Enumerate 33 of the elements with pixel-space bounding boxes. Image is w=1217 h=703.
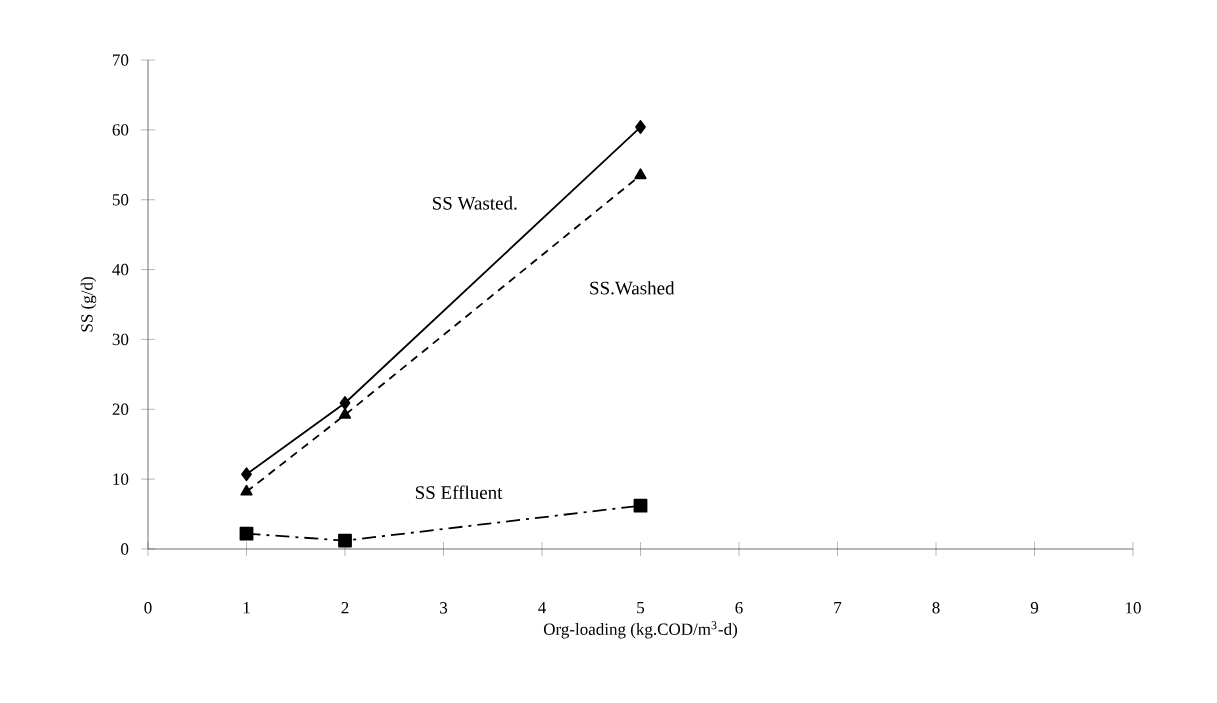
- y-tick-label: 0: [121, 543, 129, 555]
- y-tick-label: 20: [112, 403, 129, 416]
- point: [338, 407, 352, 419]
- x-tick-label: 5: [637, 602, 645, 614]
- text: SS.Washed: [590, 281, 675, 295]
- x-tick-label: 1: [243, 602, 250, 614]
- series-label: SS Wasted.: [432, 196, 517, 210]
- point: [239, 526, 254, 541]
- point: [633, 498, 648, 513]
- series-label: SS Effluent: [415, 485, 503, 499]
- x-tick-label: 6: [735, 602, 743, 614]
- x-tick-label: 0: [144, 602, 152, 614]
- point: [338, 533, 352, 548]
- x-tick-label: 9: [1030, 602, 1039, 614]
- y-tick-label: 40: [112, 263, 129, 276]
- x-tick-label: 2: [341, 602, 349, 614]
- point: [634, 168, 647, 180]
- x-tick-label: 4: [538, 602, 546, 614]
- y-tick-label: 70: [113, 54, 129, 66]
- x-axis-title: Org-loading (kg.COD/m$^{3}$-d): [543, 621, 738, 639]
- point: [241, 467, 252, 482]
- x-tick-label: 8: [932, 602, 940, 614]
- y-tick-label: 50: [112, 194, 129, 206]
- y-tick-label: 30: [112, 333, 129, 346]
- x-tick-label: 7: [834, 602, 842, 614]
- point: [339, 396, 351, 410]
- y-axis-title: SS (g/d): [80, 277, 97, 332]
- point: [240, 484, 253, 496]
- point: [635, 120, 646, 134]
- x-tick-label: 3: [440, 602, 448, 614]
- x-tick-label: 10: [1126, 602, 1141, 614]
- y-tick-label: 60: [112, 124, 129, 136]
- y-tick-label: 10: [113, 473, 129, 485]
